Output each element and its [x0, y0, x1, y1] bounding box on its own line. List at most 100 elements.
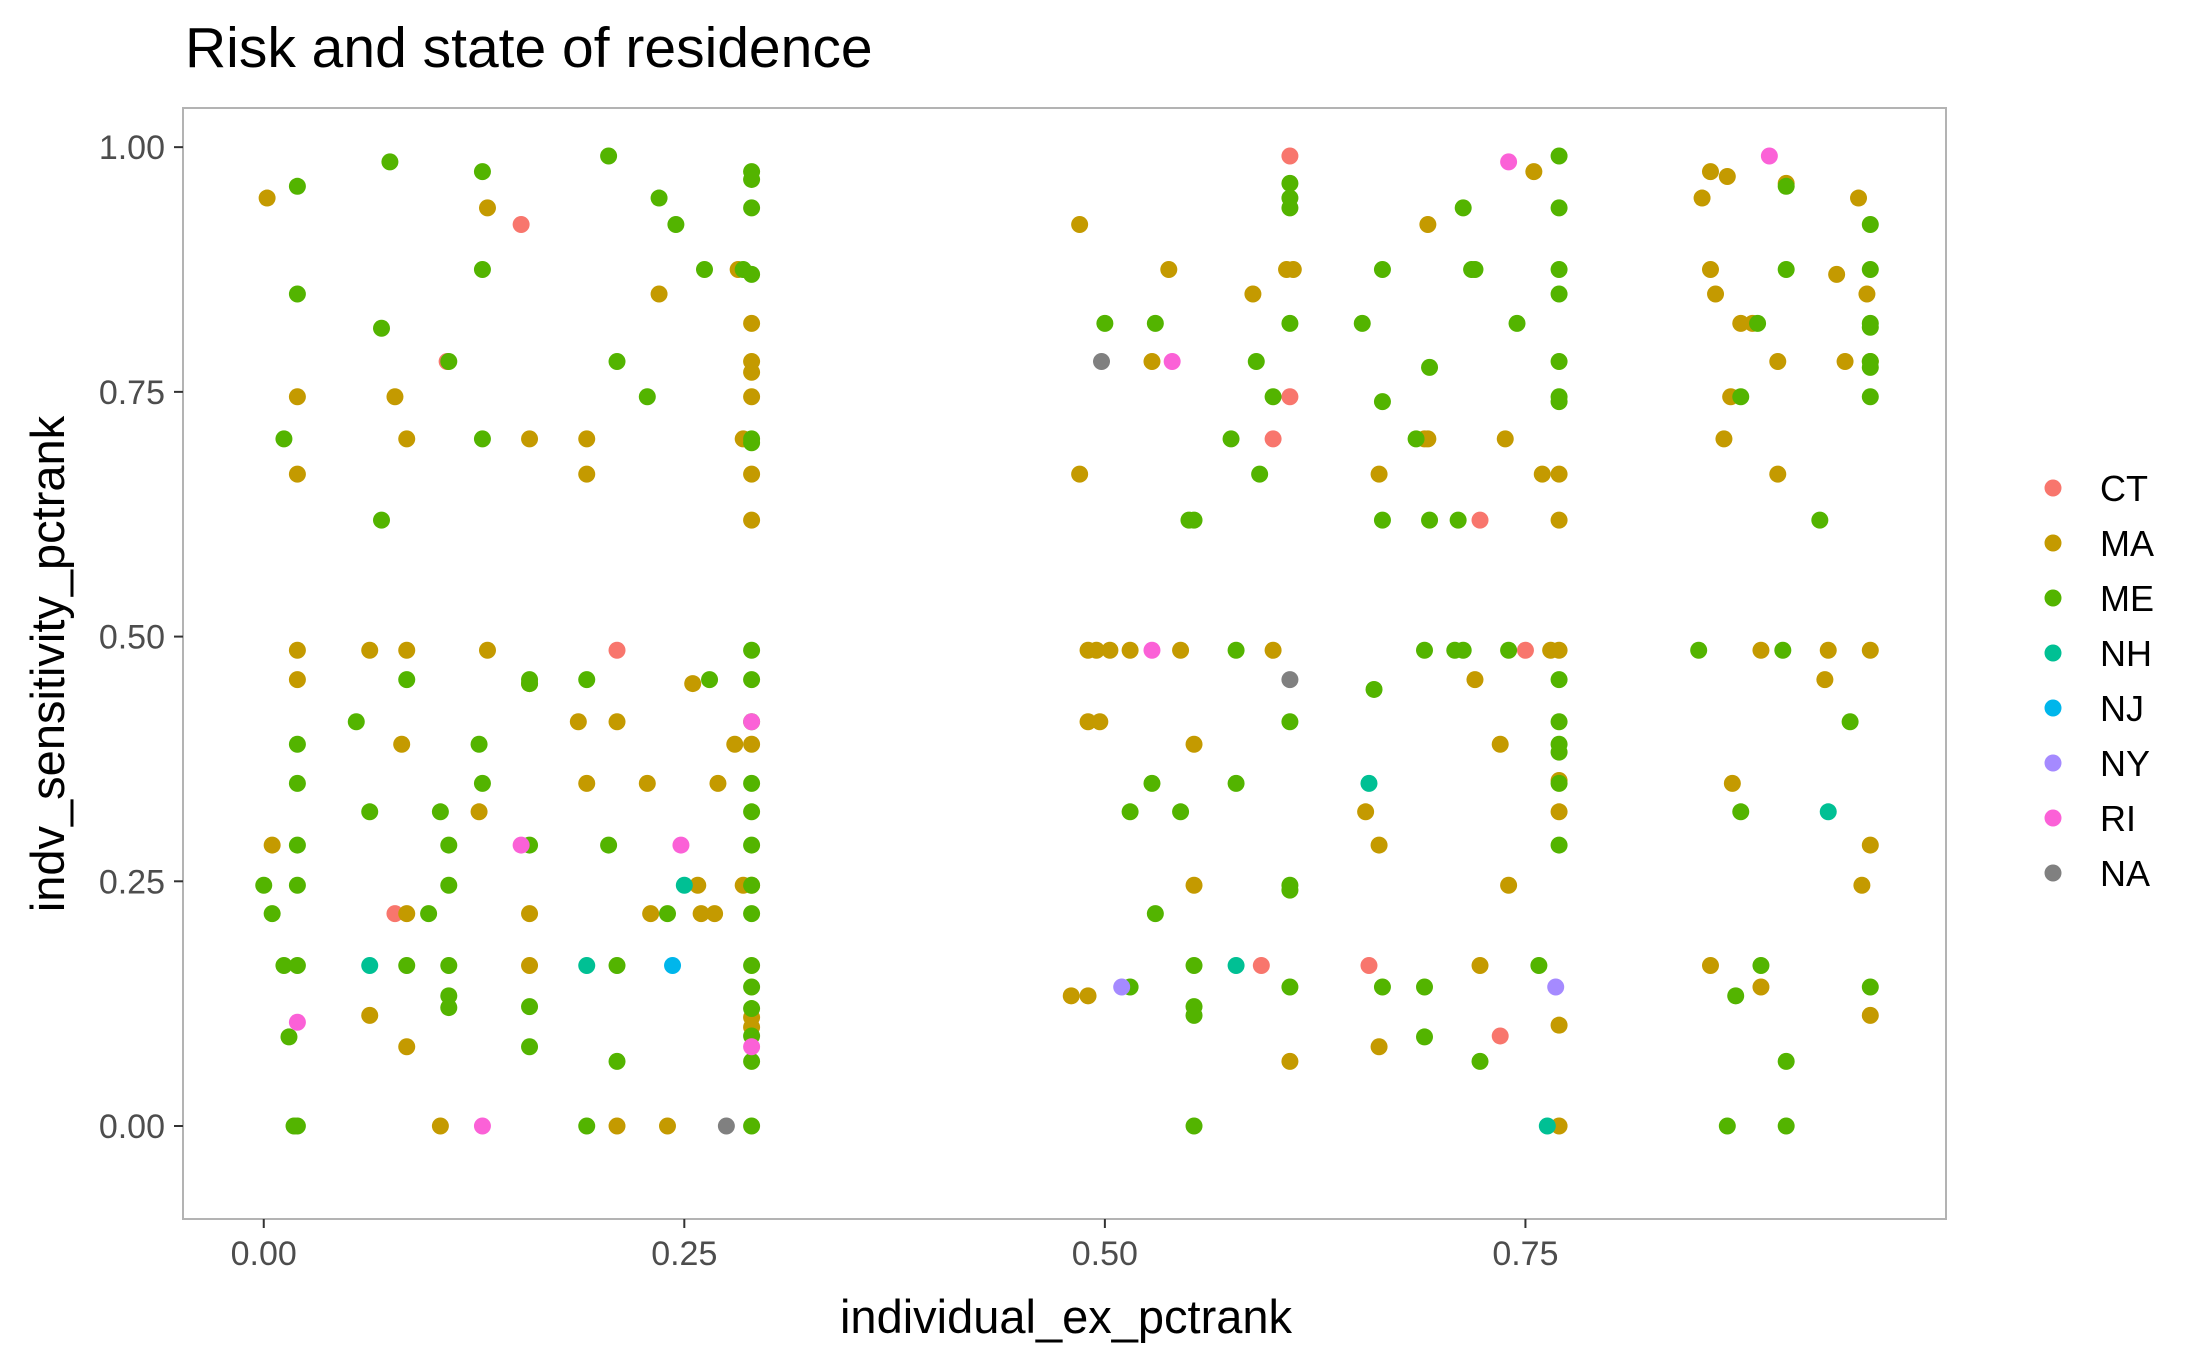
data-point-ma [288, 641, 306, 659]
data-point-ma [1723, 774, 1741, 792]
data-point-ma [1370, 836, 1388, 854]
data-point-ct [608, 641, 626, 659]
legend-key-ct [2044, 479, 2062, 497]
data-point-me [473, 261, 491, 279]
data-point-me [1466, 261, 1484, 279]
data-point-me [1550, 774, 1568, 792]
legend-key-na [2044, 864, 2062, 882]
data-point-me [1251, 465, 1269, 483]
data-point-ma [1491, 735, 1509, 753]
data-point-me [1550, 199, 1568, 217]
data-point-me [473, 774, 491, 792]
data-point-me [695, 261, 713, 279]
data-point-me [1373, 261, 1391, 279]
legend-label-ri: RI [2100, 798, 2136, 839]
data-point-ma [288, 388, 306, 406]
data-point-ma [692, 905, 710, 923]
legend-label-ma: MA [2100, 523, 2154, 564]
y-tick-label: 1.00 [99, 129, 165, 167]
legend-label-me: ME [2100, 578, 2154, 619]
data-point-ct [1264, 430, 1282, 448]
data-point-me [1365, 680, 1383, 698]
y-tick-label: 0.00 [99, 1108, 165, 1146]
data-point-me [638, 388, 656, 406]
data-point-ct [1516, 641, 1534, 659]
data-point-ma [1185, 735, 1203, 753]
data-point-ri [743, 1038, 761, 1056]
data-point-ma [1752, 978, 1770, 996]
data-point-ma [578, 430, 596, 448]
legend: CT MA ME NH NJ NY RI NA [2044, 468, 2154, 894]
data-point-ma [1533, 465, 1551, 483]
legend-key-ny [2044, 754, 2062, 772]
data-point-ma [1769, 465, 1787, 483]
data-point-me [743, 641, 761, 659]
data-point-me [600, 147, 618, 165]
data-point-ma [1185, 876, 1203, 894]
data-point-ma [1284, 261, 1302, 279]
data-point-me [600, 836, 618, 854]
data-point-me [1454, 641, 1472, 659]
data-point-me [743, 978, 761, 996]
data-point-ma [288, 465, 306, 483]
data-point-ma [1419, 430, 1437, 448]
data-point-ct [512, 215, 530, 233]
x-tick-label: 0.25 [651, 1235, 717, 1273]
data-point-ma [709, 774, 727, 792]
data-point-ct [1281, 147, 1299, 165]
data-point-ma [743, 388, 761, 406]
data-point-me [521, 998, 539, 1016]
data-point-me [1373, 511, 1391, 529]
y-tick-label: 0.75 [99, 374, 165, 412]
data-point-ma [1850, 189, 1868, 207]
data-point-ma [638, 774, 656, 792]
data-point-ma [743, 465, 761, 483]
data-point-me [1861, 215, 1879, 233]
data-point-me [743, 1052, 761, 1070]
data-point-me [1811, 511, 1829, 529]
y-tick-label: 0.50 [99, 619, 165, 657]
chart-title: Risk and state of residence [185, 16, 873, 80]
data-point-me [743, 1117, 761, 1135]
data-point-me [1185, 956, 1203, 974]
data-point-nh [578, 956, 596, 974]
data-point-ma [569, 713, 587, 731]
data-point-me [1222, 430, 1240, 448]
data-point-ma [1419, 215, 1437, 233]
data-point-ma [608, 713, 626, 731]
data-point-ma [1087, 641, 1105, 659]
data-point-me [1861, 978, 1879, 996]
data-point-me [1774, 641, 1792, 659]
data-point-nh [1538, 1117, 1556, 1135]
data-point-ma [1143, 353, 1161, 371]
data-point-ma [1079, 987, 1097, 1005]
legend-key-nj [2044, 699, 2062, 717]
data-point-nh [1819, 803, 1837, 821]
data-point-ma [1718, 168, 1736, 186]
data-point-me [288, 1117, 306, 1135]
data-point-me [1264, 388, 1282, 406]
data-point-ri [473, 1117, 491, 1135]
data-point-me [288, 285, 306, 303]
data-point-nh [675, 876, 693, 894]
data-point-ma [1370, 1038, 1388, 1056]
data-point-me [347, 713, 365, 731]
data-point-me [1421, 358, 1439, 376]
data-point-me [578, 671, 596, 689]
data-point-me [280, 1028, 298, 1046]
data-point-me [743, 836, 761, 854]
legend-label-ny: NY [2100, 743, 2150, 784]
data-point-ma [1707, 285, 1725, 303]
data-point-me [578, 1117, 596, 1135]
data-point-ma [1858, 285, 1876, 303]
data-point-ma [478, 641, 496, 659]
data-point-me [440, 987, 458, 1005]
y-axis: 0.00 0.25 0.50 0.75 1.00 [99, 129, 183, 1146]
data-point-ma [398, 905, 416, 923]
data-point-ma [1525, 163, 1543, 181]
data-point-me [1690, 641, 1708, 659]
data-point-me [1749, 314, 1767, 332]
y-axis-title: indv_sensitivity_pctrank [21, 415, 74, 912]
data-point-me [743, 671, 761, 689]
data-point-ma [1121, 641, 1139, 659]
